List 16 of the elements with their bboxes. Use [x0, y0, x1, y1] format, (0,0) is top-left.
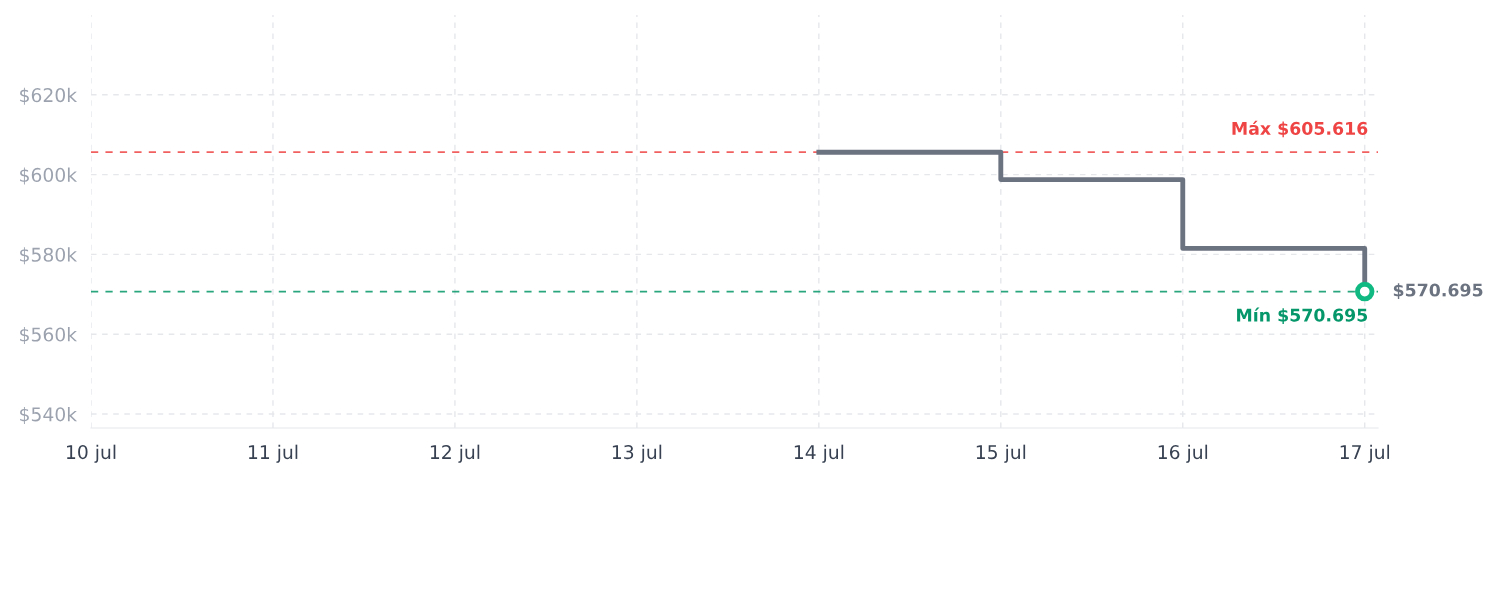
- y-tick-label: $580k: [20, 247, 78, 265]
- y-tick-label: $600k: [20, 167, 78, 185]
- x-tick-label: 14 jul: [794, 444, 844, 463]
- y-tick-label: $560k: [20, 327, 78, 345]
- y-tick-label: $620k: [20, 87, 78, 105]
- x-tick-label: 13 jul: [612, 444, 662, 463]
- x-tick-label: 10 jul: [67, 444, 116, 463]
- x-tick-label: 16 jul: [1158, 444, 1208, 463]
- ref-line-label: Mín $570.695: [1237, 307, 1368, 324]
- x-tick-label: 15 jul: [976, 444, 1026, 463]
- x-tick-label: 12 jul: [430, 444, 480, 463]
- ref-line-label: Máx $605.616: [1232, 120, 1368, 138]
- annotation: $570.695: [1393, 283, 1483, 299]
- x-tick-label: 11 jul: [248, 444, 298, 463]
- y-tick-label: $540k: [20, 406, 78, 424]
- x-tick-label: 17 jul: [1340, 444, 1390, 463]
